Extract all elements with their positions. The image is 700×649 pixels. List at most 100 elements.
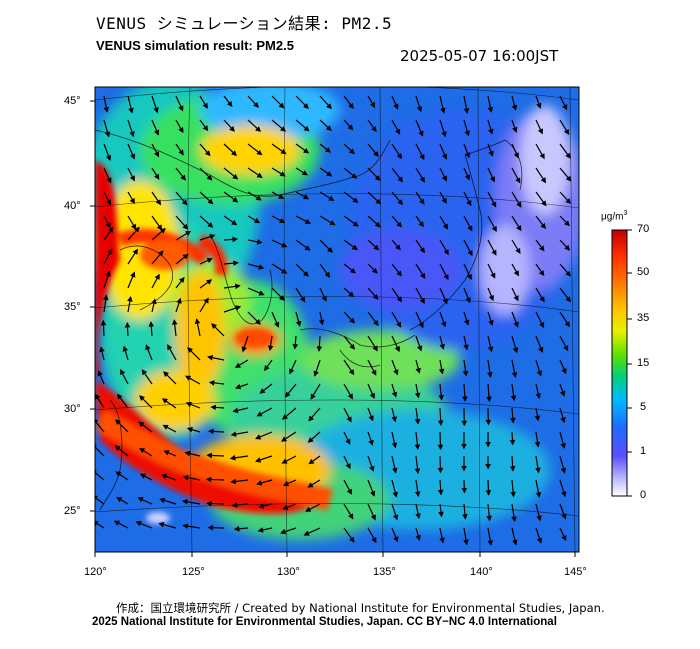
- wind-vector-head: [373, 244, 380, 251]
- wind-vector-head: [280, 148, 287, 155]
- wind-vector-head: [560, 390, 566, 397]
- wind-vector-head: [130, 271, 136, 278]
- wind-vector-head: [418, 221, 424, 228]
- colorbar-label-1: 1: [640, 445, 647, 457]
- wind-vector-head: [289, 368, 295, 375]
- wind-vector-head: [395, 244, 401, 251]
- wind-vector-head: [464, 174, 470, 181]
- wind-vector-head: [441, 321, 447, 328]
- wind-vector-head: [393, 369, 399, 376]
- map-frame: [94, 86, 580, 553]
- forecast-timestamp: 2025-05-07 16:00JST: [400, 47, 559, 65]
- wind-vector-head: [105, 199, 111, 206]
- wind-vector-head: [488, 128, 494, 135]
- wind-vector-head: [565, 175, 572, 182]
- wind-vector-head: [295, 320, 302, 327]
- wind-vector-head: [145, 344, 151, 351]
- wind-vector-head: [488, 319, 494, 327]
- wind-vector-head: [313, 370, 319, 377]
- wind-vector-head: [462, 513, 468, 520]
- wind-vector: [95, 496, 105, 505]
- wind-vector-head: [120, 369, 126, 376]
- wind-vector-head: [391, 416, 397, 423]
- wind-vector-head: [345, 438, 351, 445]
- wind-vector-head: [539, 296, 545, 303]
- wind-vector-head: [256, 239, 263, 245]
- wind-vector-head: [561, 368, 567, 375]
- wind-vector-head: [207, 354, 214, 361]
- wind-vector-head: [392, 467, 398, 474]
- colorbar-label-70: 70: [637, 223, 650, 235]
- wind-vector-head: [253, 217, 261, 224]
- colorbar-label-0: 0: [640, 489, 647, 501]
- wind-vector-head: [255, 195, 262, 201]
- wind-vector-head: [438, 394, 444, 401]
- wind-vector-head: [138, 421, 145, 428]
- wind-vector-head: [534, 415, 541, 422]
- wind-vector-head: [115, 419, 121, 425]
- wind-vector-head: [510, 491, 516, 498]
- wind-vector-head: [178, 149, 184, 156]
- wind-vector-head: [414, 444, 421, 450]
- wind-vector: [95, 446, 105, 457]
- wind-vector-head: [419, 247, 425, 254]
- wind-vector-head: [373, 319, 379, 327]
- wind-vector-head: [128, 107, 134, 114]
- wind-vector-head: [326, 103, 332, 110]
- wind-vector-head: [279, 217, 286, 223]
- wind-vector-head: [186, 427, 193, 433]
- wind-vector-head: [203, 297, 209, 304]
- wind-vector-head: [443, 274, 449, 281]
- wind-vector-head: [414, 468, 421, 475]
- wind-vector-head: [560, 417, 566, 424]
- wind-vector-head: [346, 416, 352, 423]
- wind-vector-head: [141, 369, 148, 376]
- wind-vector-head: [540, 223, 546, 230]
- wind-vector-head: [206, 500, 212, 507]
- wind-vector-head: [305, 506, 312, 512]
- wind-vector-head: [231, 502, 238, 508]
- wind-vector-head: [235, 383, 242, 390]
- wind-vector-head: [316, 346, 323, 352]
- wind-vector-head: [515, 177, 521, 184]
- wind-vector-head: [229, 125, 235, 132]
- wind-vector-head: [348, 369, 355, 376]
- colorbar-label-15: 15: [637, 357, 650, 369]
- wind-vector-head: [372, 345, 378, 352]
- wind-vector-head: [207, 524, 214, 531]
- wind-vector-head: [127, 296, 133, 302]
- wind-vector-head: [395, 128, 401, 135]
- wind-vector-head: [202, 102, 208, 109]
- wind-vector-head: [282, 480, 290, 487]
- wind-vector-head: [491, 201, 497, 208]
- lon-label-145: 145°: [564, 566, 587, 578]
- wind-vector-head: [510, 395, 517, 402]
- wind-vector-head: [419, 198, 425, 205]
- wind-vector-head: [347, 124, 354, 131]
- wind-vector-head: [307, 437, 314, 443]
- wind-vector-head: [210, 404, 217, 411]
- wind-vector-head: [488, 295, 494, 302]
- wind-vector-head: [349, 267, 356, 274]
- wind-vector-head: [488, 150, 494, 157]
- wind-vector-head: [279, 295, 285, 301]
- lon-label-120: 120°: [84, 566, 107, 578]
- wind-vector-head: [324, 271, 331, 278]
- wind-vector-head: [375, 198, 382, 205]
- wind-vector-head: [187, 347, 193, 353]
- wind-vector-head: [182, 523, 189, 529]
- wind-vector-head: [368, 415, 374, 422]
- wind-vector-head: [536, 370, 543, 377]
- wind-vector-head: [441, 175, 447, 182]
- wind-vector-head: [303, 147, 310, 154]
- wind-vector-head: [487, 106, 494, 113]
- wind-vector-head: [113, 520, 120, 526]
- wind-vector-head: [442, 223, 449, 230]
- wind-vector-head: [461, 466, 467, 472]
- wind-vector-head: [129, 153, 136, 160]
- wind-vector-head: [437, 444, 444, 451]
- colorbar: [611, 229, 632, 497]
- wind-vector-head: [229, 455, 236, 461]
- wind-vector-head: [182, 474, 189, 481]
- wind-vector-head: [326, 171, 333, 177]
